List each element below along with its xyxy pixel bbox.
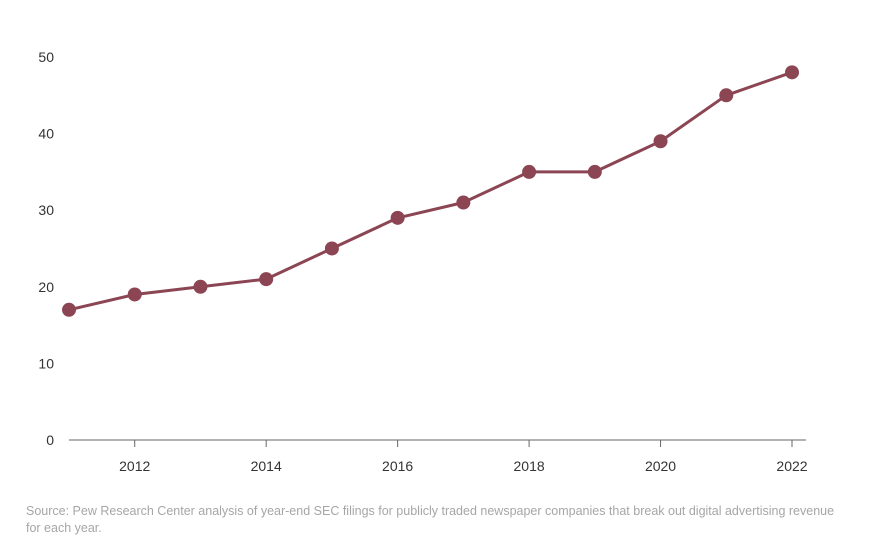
y-tick-label: 50 <box>38 49 54 65</box>
x-axis-tick-labels: 2012 2014 2016 2018 2020 2022 <box>119 458 808 474</box>
y-tick-label: 20 <box>38 279 54 295</box>
x-tick-label: 2012 <box>119 458 150 474</box>
x-tick-label: 2014 <box>251 458 282 474</box>
y-tick-label: 0 <box>46 432 54 448</box>
data-point <box>127 287 142 302</box>
data-point <box>390 210 405 225</box>
data-point <box>587 164 602 179</box>
source-note: Source: Pew Research Center analysis of … <box>26 504 835 535</box>
x-tick-label: 2018 <box>514 458 545 474</box>
data-point <box>456 195 471 210</box>
data-point <box>522 164 537 179</box>
data-point <box>62 302 76 317</box>
data-point <box>785 65 799 80</box>
data-point <box>193 279 208 294</box>
data-point <box>324 241 339 256</box>
y-tick-label: 40 <box>38 126 54 142</box>
x-tick-label: 2020 <box>645 458 676 474</box>
data-point <box>653 134 668 149</box>
data-point <box>259 272 274 287</box>
series-layer <box>62 65 799 317</box>
x-axis <box>69 439 806 447</box>
x-tick-label: 2022 <box>776 458 807 474</box>
series-line <box>67 70 794 312</box>
x-tick-label: 2016 <box>382 458 413 474</box>
y-tick-label: 10 <box>38 355 54 371</box>
line-chart: 0 10 20 30 40 50 2012 2014 2016 2018 2020 2022 <box>38 49 808 474</box>
y-tick-label: 30 <box>38 202 54 218</box>
y-axis-tick-labels: 0 10 20 30 40 50 <box>38 49 54 448</box>
data-point <box>719 88 734 103</box>
